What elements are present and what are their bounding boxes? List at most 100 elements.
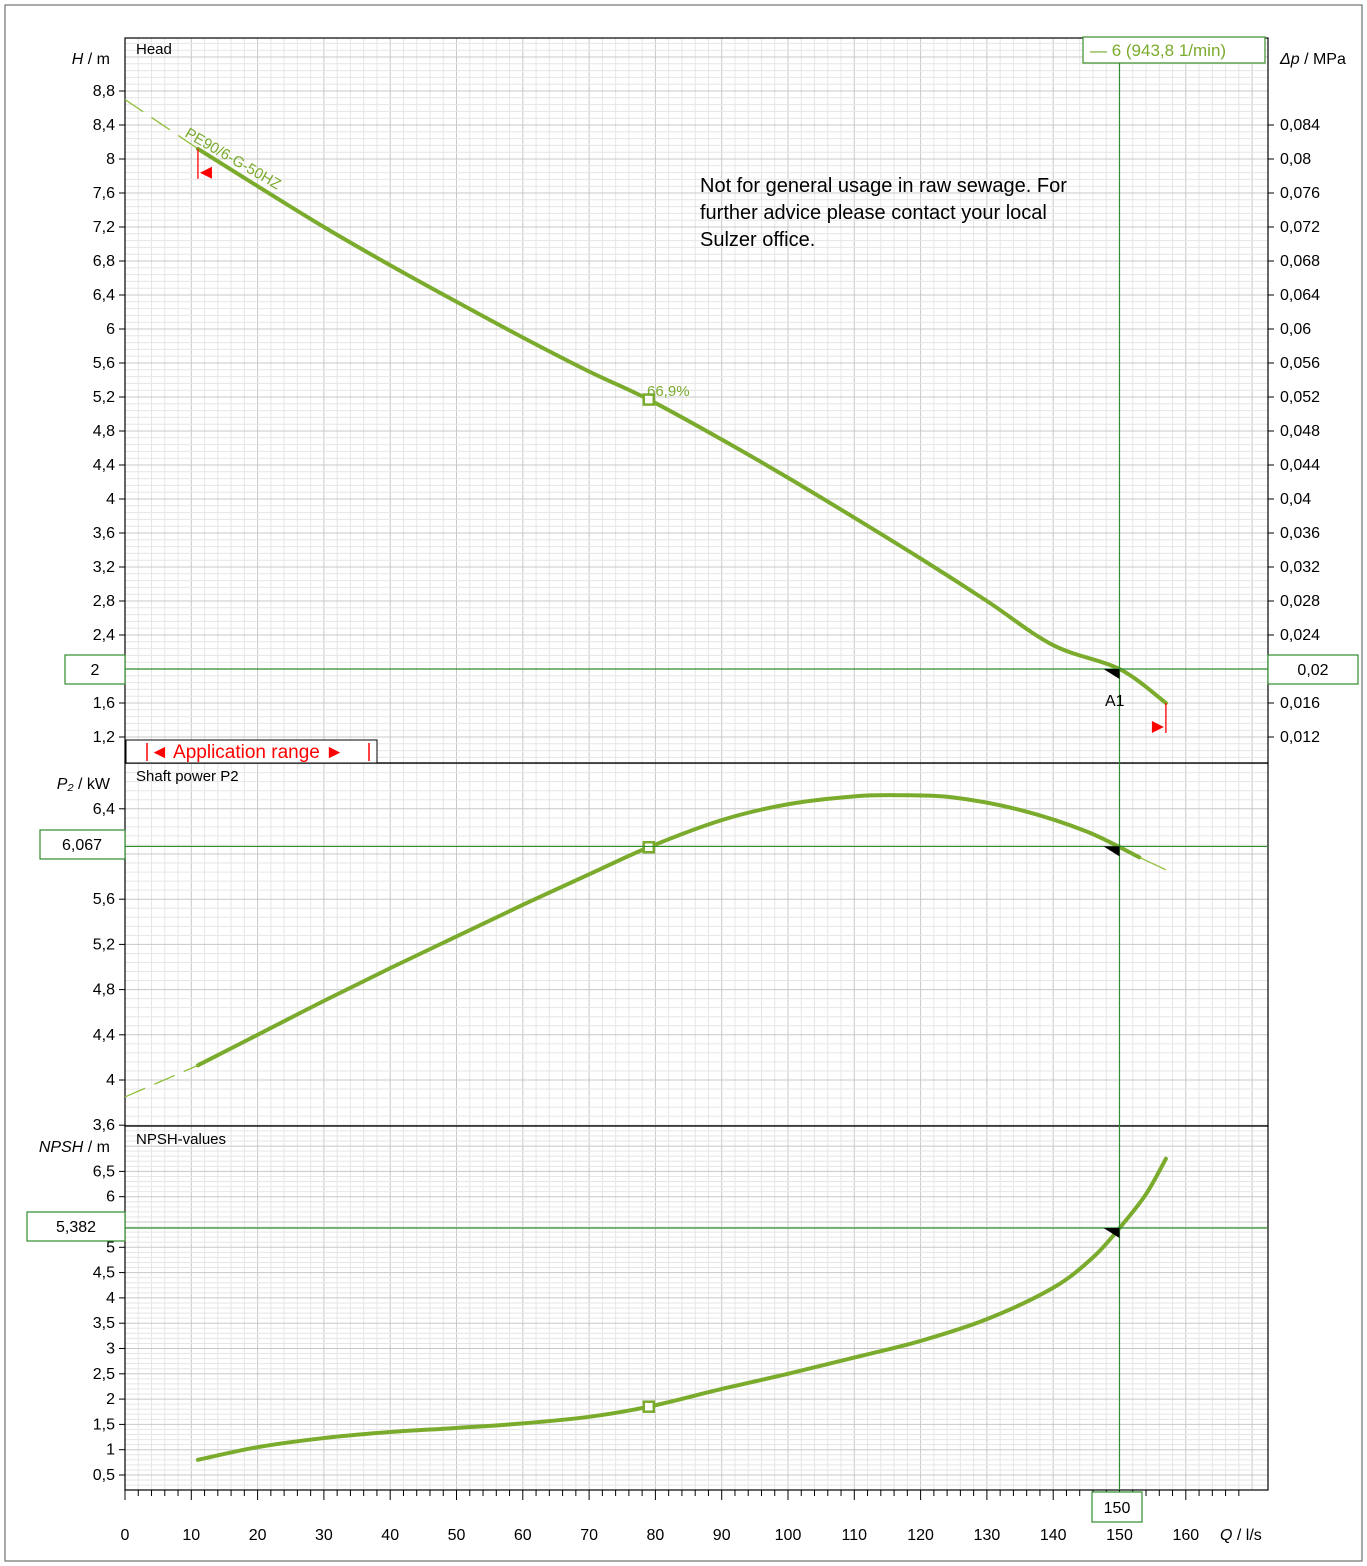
y2-tick-label: 0,044: [1280, 457, 1320, 474]
x-tick-label: 10: [182, 1527, 200, 1544]
y-tick-label: 2,5: [93, 1366, 115, 1383]
application-range-label: ◄ Application range ►: [150, 742, 344, 763]
curve-0: [195, 146, 1168, 705]
x-tick-label: 110: [842, 1527, 868, 1544]
y-tick-label: 4,4: [93, 1027, 115, 1044]
x-tick-label: 40: [381, 1527, 399, 1544]
flow-axis-label: Q / l/s: [1220, 1527, 1262, 1544]
legend-box: [1082, 36, 1266, 64]
y-tick-label: 0,5: [93, 1467, 115, 1484]
y-tick-label: 2,4: [93, 627, 115, 644]
y-tick-label: 6: [106, 1189, 115, 1206]
y-tick-label: 4: [106, 491, 115, 508]
y-tick-label: 3,2: [93, 559, 115, 576]
y-tick-label: 7,6: [93, 185, 115, 202]
x-tick-label: 140: [1040, 1527, 1067, 1544]
y-tick-label: 8: [106, 151, 115, 168]
y2-tick-label: 0,04: [1280, 491, 1311, 508]
y-tick-label: 3,6: [93, 1117, 115, 1134]
bep-marker: [642, 840, 656, 854]
x-tick-label: 50: [448, 1527, 466, 1544]
op-npsh-box: [26, 1211, 126, 1242]
x-tick-label: 130: [974, 1527, 1001, 1544]
npsh-axis-label: NPSH / m: [39, 1139, 110, 1156]
y2-tick-label: 0,08: [1280, 151, 1311, 168]
y-tick-label: 4: [106, 1072, 115, 1089]
application-range-box: [125, 739, 378, 764]
y-tick-label: 8,4: [93, 117, 115, 134]
y-tick-label: 2: [106, 1391, 115, 1408]
y2-tick-label: 0,016: [1280, 695, 1320, 712]
y2-tick-label: 0,028: [1280, 593, 1320, 610]
y2-tick-label: 0,024: [1280, 627, 1320, 644]
y-tick-label: 5,6: [93, 891, 115, 908]
op-marker: [1103, 846, 1120, 857]
y2-tick-label: 0,068: [1280, 253, 1320, 270]
y-tick-label: 3: [106, 1341, 115, 1358]
y2-tick-label: 0,084: [1280, 117, 1320, 134]
panel-frame: [124, 37, 1269, 764]
bep-marker: [642, 393, 656, 406]
op-power-box: [39, 829, 126, 860]
y2-tick-label: 0,032: [1280, 559, 1320, 576]
op-pressure-value: 0,02: [1297, 662, 1328, 679]
op-head-box: [64, 654, 126, 685]
y-tick-label: 8,8: [93, 83, 115, 100]
npsh-panel-title: NPSH-values: [136, 1131, 226, 1148]
x-tick-label: 120: [907, 1527, 934, 1544]
y-tick-label: 6,4: [93, 801, 115, 818]
y2-tick-label: 0,056: [1280, 355, 1320, 372]
x-tick-label: 60: [514, 1527, 532, 1544]
op-marker: [1103, 669, 1120, 679]
op-flow-value: 150: [1104, 1500, 1131, 1517]
op-head-value: 2: [91, 662, 100, 679]
y-tick-label: 6,4: [93, 287, 115, 304]
legend-label: — 6 (943,8 1/min): [1090, 41, 1226, 60]
y-tick-label: 4: [106, 1290, 115, 1307]
y2-tick-label: 0,064: [1280, 287, 1320, 304]
curve-extrapolated-0: [124, 98, 199, 150]
chart-marks: [125, 38, 1268, 1490]
chart-curves: [124, 98, 1168, 1462]
y-tick-label: 6,5: [93, 1163, 115, 1180]
y-tick-label: 4,8: [93, 982, 115, 999]
y2-tick-label: 0,072: [1280, 219, 1320, 236]
x-tick-label: 20: [249, 1527, 267, 1544]
y2-tick-label: 0,012: [1280, 729, 1320, 746]
page-border: [4, 4, 1363, 1562]
op-flow-box: [1091, 1491, 1143, 1523]
y-tick-label: 7,2: [93, 219, 115, 236]
y-tick-label: 6: [106, 321, 115, 338]
y-tick-label: 3,6: [93, 525, 115, 542]
x-tick-label: 90: [713, 1527, 731, 1544]
curve-extrapolated-1: [124, 1064, 199, 1098]
y-tick-label: 5,6: [93, 355, 115, 372]
x-tick-label: 0: [121, 1527, 130, 1544]
power-panel-title: Shaft power P2: [136, 768, 239, 785]
y-tick-label: 4,4: [93, 457, 115, 474]
power-axis-label: P₂ / kW: [57, 776, 111, 793]
power-curve-tail: [1139, 856, 1167, 871]
y-tick-label: 2,8: [93, 593, 115, 610]
op-power-value: 6,067: [62, 837, 102, 854]
x-tick-label: 100: [775, 1527, 802, 1544]
efficiency-label: 66,9%: [647, 383, 690, 400]
y-tick-label: 1,5: [93, 1416, 115, 1433]
y2-tick-label: 0,036: [1280, 525, 1320, 542]
x-tick-label: 30: [315, 1527, 333, 1544]
y2-tick-label: 0,06: [1280, 321, 1311, 338]
y-tick-label: 6,8: [93, 253, 115, 270]
head-axis-label: H / m: [72, 51, 110, 68]
x-tick-label: 70: [580, 1527, 598, 1544]
usage-notice: Not for general usage in raw sewage. For…: [700, 175, 1072, 251]
y-tick-label: 1,6: [93, 695, 115, 712]
curve-2: [195, 1156, 1168, 1462]
panel-frame: [124, 1125, 1269, 1491]
y-tick-label: 4,8: [93, 423, 115, 440]
curve-1: [195, 793, 1142, 1068]
y2-tick-label: 0,048: [1280, 423, 1320, 440]
head-panel-title: Head: [136, 41, 172, 58]
op-npsh-value: 5,382: [56, 1219, 96, 1236]
op-marker: [1103, 1227, 1120, 1238]
